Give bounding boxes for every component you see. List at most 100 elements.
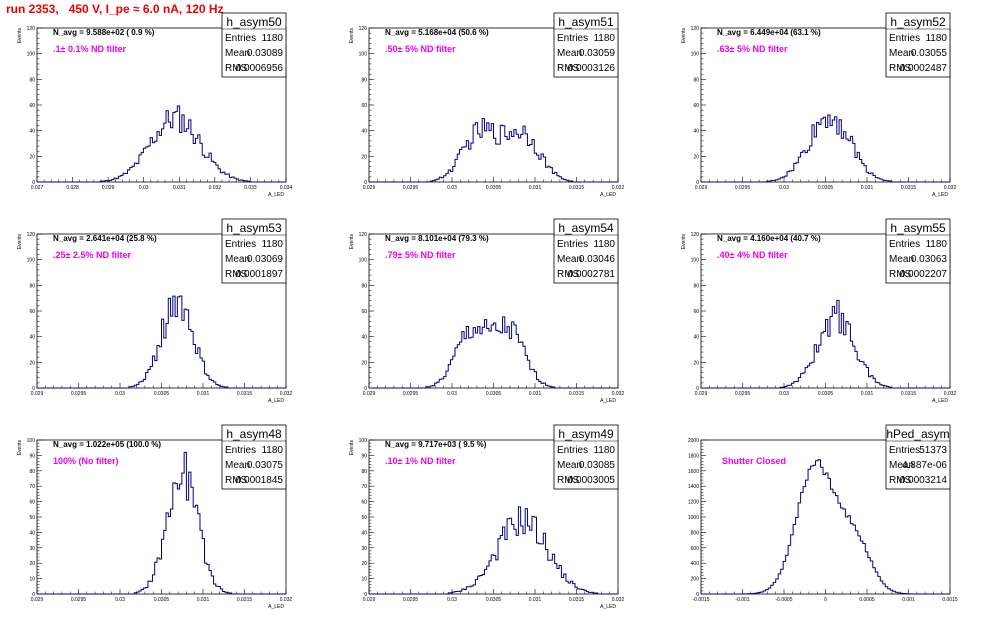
stat-label: Mean <box>557 460 582 471</box>
y-tick-label: 1800 <box>688 453 699 459</box>
x-tick-label: 0.0315 <box>569 185 585 191</box>
x-tick-label: 0.0305 <box>818 391 834 397</box>
stat-value: 1180 <box>593 33 615 44</box>
filter-label: 100% (No filter) <box>53 456 119 466</box>
x-tick-label: 0.032 <box>612 597 625 603</box>
x-tick-label: 0.029 <box>31 597 44 603</box>
x-tick-label: 0.029 <box>363 185 376 191</box>
run-title: run 2353, 450 V, I_pe ≈ 6.0 nA, 120 Hz <box>6 2 224 16</box>
x-tick-label: 0.029 <box>363 391 376 397</box>
y-axis-label: Events <box>349 440 355 456</box>
y-tick-label: 20 <box>29 154 35 160</box>
x-axis-label: A_LED <box>932 192 948 198</box>
histogram-name: h_asym53 <box>226 221 282 235</box>
y-tick-label: 60 <box>29 309 35 315</box>
stat-value: 0.03069 <box>247 254 284 265</box>
stat-value: 0.0001845 <box>236 475 284 486</box>
x-tick-label: 0.0305 <box>486 391 502 397</box>
stat-label: Entries <box>889 239 920 250</box>
x-tick-label: 0.029 <box>102 185 115 191</box>
x-tick-label: 0.03 <box>447 185 457 191</box>
histogram-pad-h_asym50: 0 20 40 60 80 100 120 0.027 0.028 0.029 0.03 0.031 0… <box>0 0 332 206</box>
y-tick-label: 0 <box>32 180 35 186</box>
y-tick-label: 100 <box>359 258 368 264</box>
x-tick-label: 0.0315 <box>237 597 253 603</box>
stat-label: Mean <box>225 254 250 265</box>
y-tick-label: 30 <box>29 546 35 552</box>
histogram-name: h_asym52 <box>890 15 946 29</box>
stat-value: 1180 <box>925 239 947 250</box>
stat-value: 0.03063 <box>911 254 948 265</box>
x-tick-label: 0.033 <box>244 185 257 191</box>
x-tick-label: 0.03 <box>447 597 457 603</box>
y-tick-label: 200 <box>691 577 700 583</box>
y-tick-label: 20 <box>693 360 699 366</box>
y-tick-label: 80 <box>29 77 35 83</box>
x-tick-label: 0.034 <box>280 185 293 191</box>
x-tick-label: 0.001 <box>902 597 915 603</box>
navg-label: N_avg = 9.717e+03 ( 9.5 %) <box>385 440 487 449</box>
x-tick-label: 0.032 <box>280 597 293 603</box>
y-tick-label: 800 <box>691 530 700 536</box>
y-axis-label: Events <box>17 234 23 250</box>
stat-label: Mean <box>225 48 250 59</box>
x-axis-label: A_LED <box>268 604 284 610</box>
y-tick-label: 90 <box>361 453 367 459</box>
stat-value: 1180 <box>925 33 947 44</box>
x-tick-label: 0.032 <box>944 391 957 397</box>
filter-label: .1± 0.1% ND filter <box>53 44 126 54</box>
y-tick-label: 0 <box>32 386 35 392</box>
y-tick-label: 1400 <box>688 484 699 490</box>
x-tick-label: 0.031 <box>197 391 210 397</box>
x-tick-label: 0.031 <box>529 391 542 397</box>
histogram-name: h_asym51 <box>558 15 614 29</box>
x-tick-label: 0.031 <box>861 185 874 191</box>
y-tick-label: 100 <box>691 52 700 58</box>
histogram-pad-h_asym52: 0 20 40 60 80 100 120 0.029 0.0295 0.03 0.0305 0.03… <box>664 0 996 206</box>
filter-label: .10± 1% ND filter <box>385 456 456 466</box>
y-axis-label: Events <box>349 234 355 250</box>
y-tick-label: 0 <box>696 592 699 598</box>
stat-value: 51373 <box>919 445 947 456</box>
stat-label: Mean <box>225 460 250 471</box>
x-tick-label: 0.0295 <box>403 185 419 191</box>
stat-label: Entries <box>225 239 256 250</box>
histogram-svg: 0 20 40 60 80 100 120 0.027 0.028 0.029 0.03 0.031 0… <box>17 12 293 198</box>
y-tick-label: 80 <box>361 77 367 83</box>
histogram-svg: 0 20 40 60 80 100 120 0.029 0.0295 0.03 0.0305 0.03… <box>681 12 956 198</box>
stats-box <box>553 218 619 284</box>
stat-label: Mean <box>557 48 582 59</box>
stat-label: RMS <box>889 475 912 486</box>
stats-box <box>553 12 619 78</box>
x-tick-label: 0.0305 <box>486 597 502 603</box>
navg-label: N_avg = 2.641e+04 (25.8 %) <box>53 234 157 243</box>
x-axis-label: A_LED <box>932 398 948 404</box>
y-tick-label: 40 <box>361 335 367 341</box>
x-tick-label: 0.0315 <box>569 597 585 603</box>
y-tick-label: 600 <box>691 546 700 552</box>
stat-value: 4.887e-06 <box>902 460 947 471</box>
stat-label: Mean <box>557 254 582 265</box>
x-tick-label: 0.027 <box>31 185 44 191</box>
navg-label: N_avg = 4.160e+04 (40.7 %) <box>717 234 821 243</box>
x-tick-label: 0.029 <box>363 597 376 603</box>
filter-label: .63± 5% ND filter <box>717 44 788 54</box>
x-tick-label: 0.031 <box>197 597 210 603</box>
y-tick-label: 40 <box>29 530 35 536</box>
x-tick-label: 0.0295 <box>71 597 87 603</box>
y-tick-label: 60 <box>361 309 367 315</box>
x-tick-label: 0.031 <box>173 185 186 191</box>
histogram-pad-h_asym49: 0 10 20 30 40 50 60 70 80 90 100 0.029 0.0295 0.03 0.0… <box>332 412 664 618</box>
x-tick-label: 0.031 <box>861 391 874 397</box>
histogram-svg: 0 10 20 30 40 50 60 70 80 90 100 0.029 0.0295 0.03 0.0… <box>349 424 625 610</box>
x-tick-label: 0.03 <box>447 391 457 397</box>
navg-label: N_avg = 1.022e+05 (100.0 %) <box>53 440 161 449</box>
histogram-name: h_asym49 <box>558 427 614 441</box>
y-tick-label: 80 <box>29 469 35 475</box>
histogram-pad-h_asym53: 0 20 40 60 80 100 120 0.029 0.0295 0.03 0.0305 0.03… <box>0 206 332 412</box>
y-tick-label: 40 <box>29 335 35 341</box>
y-tick-label: 50 <box>361 515 367 521</box>
y-tick-label: 1200 <box>688 500 699 506</box>
y-tick-label: 100 <box>27 438 36 444</box>
histogram-pad-h_asym55: 0 20 40 60 80 100 120 0.029 0.0295 0.03 0.0305 0.03… <box>664 206 996 412</box>
